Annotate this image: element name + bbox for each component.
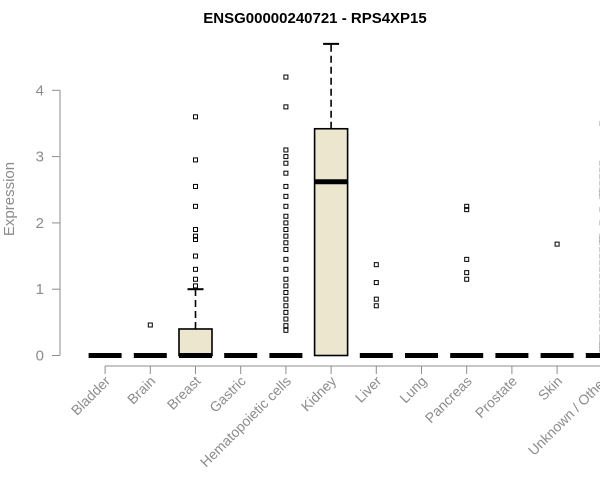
outlier-point	[464, 270, 470, 276]
outlier-point	[464, 256, 470, 262]
box-liver	[359, 262, 393, 358]
outlier-point	[283, 213, 289, 219]
outlier-point	[283, 74, 289, 80]
outlier-point	[464, 276, 470, 282]
outlier-point	[373, 303, 379, 309]
outlier-point	[193, 233, 198, 239]
outlier-point	[193, 157, 198, 163]
outlier-point	[193, 203, 198, 209]
box-unknown-other	[585, 120, 600, 358]
x-tick-label: Lung	[396, 373, 429, 406]
outlier-point	[283, 283, 289, 289]
box-kidney	[313, 42, 349, 357]
x-tick-label: Brain	[124, 373, 158, 407]
outlier-point	[283, 147, 289, 153]
y-tick-label: 3	[36, 149, 44, 166]
y-tick-label: 4	[36, 82, 44, 99]
outlier-point	[283, 256, 289, 262]
outlier-point	[283, 316, 289, 322]
outlier-point	[283, 227, 289, 233]
outlier-point	[283, 170, 289, 176]
box-rect	[313, 127, 349, 357]
outlier-point	[283, 246, 289, 252]
outlier-point	[147, 322, 153, 328]
outlier-point	[283, 104, 289, 110]
y-tick-label: 0	[36, 348, 44, 365]
x-tick-label: Breast	[164, 373, 204, 413]
outlier-point	[464, 207, 470, 213]
outlier-point	[283, 203, 289, 209]
box-rect	[178, 328, 213, 357]
outlier-point	[193, 227, 198, 233]
x-tick-label: Skin	[535, 373, 566, 404]
outlier-point	[193, 114, 198, 120]
outlier-point	[373, 262, 379, 268]
outlier-point	[283, 290, 289, 296]
outlier-point	[283, 154, 289, 160]
outlier-point	[373, 280, 379, 286]
box-skin	[540, 241, 574, 358]
axes: 0 1 2 3 4	[36, 82, 600, 374]
outlier-point	[283, 266, 289, 272]
x-tick-label: Bladder	[68, 373, 114, 419]
outlier-point	[554, 241, 560, 247]
outlier-point	[283, 323, 289, 329]
outlier-point	[283, 220, 289, 226]
box-breast	[178, 114, 213, 358]
outlier-point	[283, 183, 289, 189]
outlier-point	[283, 303, 289, 309]
y-tick-label: 1	[36, 281, 44, 298]
x-tick-label: Kidney	[298, 373, 340, 415]
y-axis-label: Expression	[1, 162, 18, 236]
outlier-point	[283, 160, 289, 166]
box-hematopoietic-cells	[269, 74, 303, 358]
box-brain	[133, 322, 167, 358]
outlier-point	[193, 266, 198, 272]
outlier-point	[193, 253, 198, 259]
outlier-point	[193, 183, 198, 189]
outlier-point	[373, 296, 379, 302]
x-tick-label: Prostate	[472, 373, 520, 421]
boxes-layer	[88, 42, 600, 358]
x-tick-label: Gastric	[206, 373, 249, 416]
x-tick-label: Pancreas	[422, 373, 475, 426]
chart-title: ENSG00000240721 - RPS4XP15	[203, 10, 426, 27]
outlier-point	[464, 203, 470, 209]
box-pancreas	[450, 203, 484, 358]
outlier-point	[283, 276, 289, 282]
outlier-point	[283, 233, 289, 239]
x-tick-label: Liver	[352, 373, 385, 406]
outlier-point	[193, 236, 198, 242]
outlier-point	[193, 283, 198, 289]
outlier-point	[283, 296, 289, 302]
outlier-point	[283, 309, 289, 315]
outlier-point	[283, 240, 289, 246]
outlier-point	[193, 276, 198, 282]
y-tick-label: 2	[36, 215, 44, 232]
outlier-point	[283, 193, 289, 199]
outlier-point	[283, 327, 289, 333]
